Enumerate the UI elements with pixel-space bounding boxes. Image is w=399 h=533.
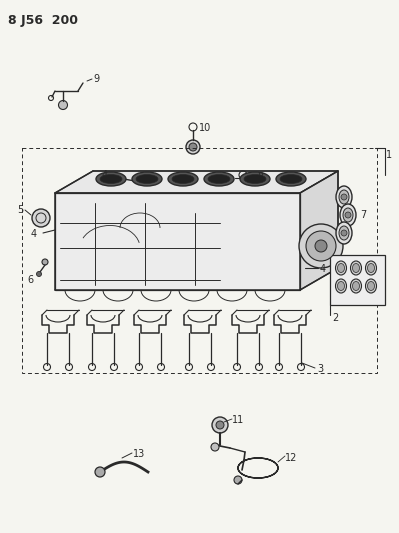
Text: 3: 3 (317, 364, 323, 374)
Ellipse shape (352, 263, 359, 272)
Text: 8 J56  200: 8 J56 200 (8, 14, 78, 27)
Text: 12: 12 (285, 453, 297, 463)
Text: 6: 6 (27, 275, 33, 285)
Ellipse shape (365, 261, 377, 275)
Polygon shape (300, 171, 338, 290)
Text: 7: 7 (360, 210, 366, 220)
Ellipse shape (168, 172, 198, 186)
Ellipse shape (211, 443, 219, 451)
Text: 8: 8 (257, 172, 263, 182)
Ellipse shape (352, 281, 359, 290)
Text: 13: 13 (133, 449, 145, 459)
Ellipse shape (189, 143, 197, 151)
Ellipse shape (341, 194, 347, 200)
Ellipse shape (336, 261, 346, 275)
Text: 5: 5 (17, 205, 23, 215)
Ellipse shape (341, 230, 347, 236)
Ellipse shape (315, 240, 327, 252)
Ellipse shape (336, 222, 352, 244)
Ellipse shape (276, 172, 306, 186)
Text: 1: 1 (386, 150, 392, 160)
Ellipse shape (216, 421, 224, 429)
Ellipse shape (338, 281, 344, 290)
Text: 10: 10 (199, 123, 211, 133)
Ellipse shape (345, 212, 351, 218)
Ellipse shape (339, 190, 349, 204)
Ellipse shape (212, 417, 228, 433)
Ellipse shape (367, 281, 375, 290)
Text: 4: 4 (102, 170, 108, 180)
Ellipse shape (367, 263, 375, 272)
Ellipse shape (132, 172, 162, 186)
Ellipse shape (343, 208, 353, 222)
Ellipse shape (240, 172, 270, 186)
Ellipse shape (172, 174, 194, 183)
Ellipse shape (59, 101, 67, 109)
Ellipse shape (248, 176, 252, 180)
Ellipse shape (100, 174, 122, 183)
Ellipse shape (350, 261, 361, 275)
Ellipse shape (32, 209, 50, 227)
Ellipse shape (208, 174, 230, 183)
Text: 4: 4 (31, 229, 37, 239)
Ellipse shape (186, 140, 200, 154)
Ellipse shape (306, 231, 336, 261)
Ellipse shape (338, 263, 344, 272)
Ellipse shape (244, 174, 266, 183)
Text: 4: 4 (320, 264, 326, 274)
Ellipse shape (336, 186, 352, 208)
Ellipse shape (350, 279, 361, 293)
Ellipse shape (42, 259, 48, 265)
Text: 11: 11 (232, 415, 244, 425)
Ellipse shape (280, 174, 302, 183)
Ellipse shape (299, 224, 343, 268)
Ellipse shape (113, 175, 119, 181)
Ellipse shape (204, 172, 234, 186)
Ellipse shape (96, 172, 126, 186)
Ellipse shape (336, 279, 346, 293)
Ellipse shape (234, 476, 242, 484)
Polygon shape (55, 193, 300, 290)
Ellipse shape (339, 226, 349, 240)
Ellipse shape (365, 279, 377, 293)
Polygon shape (55, 171, 338, 193)
Ellipse shape (36, 271, 41, 277)
Ellipse shape (136, 174, 158, 183)
Ellipse shape (340, 204, 356, 226)
Bar (330, 255, 385, 305)
Ellipse shape (95, 467, 105, 477)
Text: 2: 2 (332, 313, 338, 323)
Text: 9: 9 (93, 74, 99, 84)
Bar (22, 148, 377, 373)
